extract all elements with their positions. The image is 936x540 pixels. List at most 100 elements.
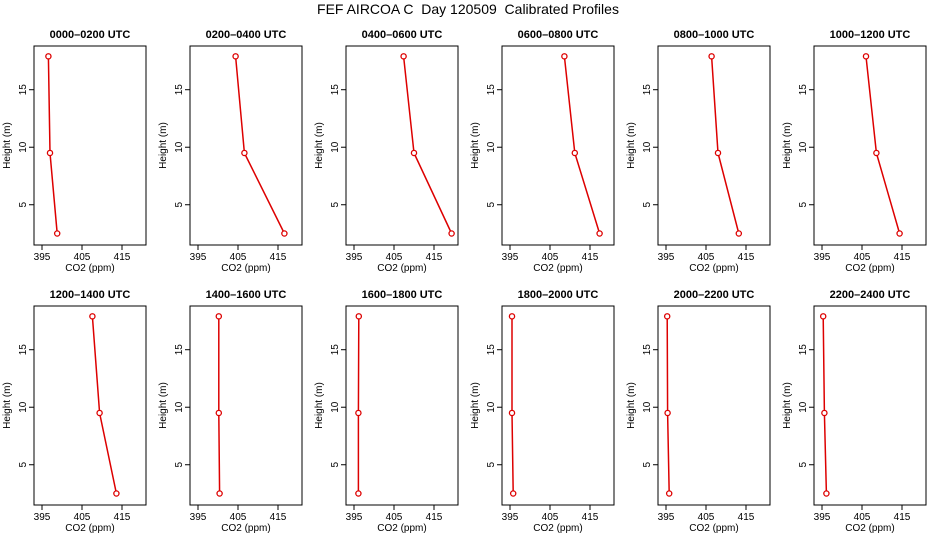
- y-axis-label: Height (m): [626, 382, 637, 429]
- x-tick-label: 405: [854, 252, 871, 263]
- profile-line: [218, 316, 221, 494]
- x-tick-label: 405: [386, 252, 403, 263]
- y-tick-label: 10: [642, 401, 653, 413]
- y-axis-label: Height (m): [626, 122, 637, 169]
- data-point: [714, 149, 722, 157]
- panel-title: 1400–1600 UTC: [206, 289, 287, 301]
- x-tick-label: 395: [658, 512, 675, 523]
- y-tick-label: 10: [798, 141, 809, 153]
- data-point: [355, 409, 362, 417]
- y-tick-label: 5: [798, 462, 809, 468]
- data-point: [89, 313, 96, 320]
- data-point: [113, 490, 120, 497]
- plot-frame: [657, 45, 771, 246]
- x-tick-label: 405: [74, 512, 91, 523]
- plot-frame: [501, 305, 615, 506]
- y-tick-label: 10: [798, 401, 809, 413]
- y-axis-label: Height (m): [158, 122, 169, 169]
- x-axis-label: CO2 (ppm): [65, 523, 114, 534]
- x-axis-label: CO2 (ppm): [221, 523, 270, 534]
- profile-line: [865, 56, 901, 234]
- data-point: [571, 149, 579, 157]
- x-tick-label: 415: [738, 252, 755, 263]
- x-tick-label: 405: [542, 512, 559, 523]
- plot-frame: [33, 305, 147, 506]
- panel-title: 1600–1800 UTC: [362, 289, 443, 301]
- data-point: [665, 490, 673, 497]
- data-point: [215, 313, 223, 320]
- x-tick-label: 415: [582, 512, 599, 523]
- panel-title: 0200–0400 UTC: [206, 29, 287, 41]
- data-point: [410, 149, 418, 157]
- y-axis-label: Height (m): [2, 122, 13, 169]
- data-point: [708, 53, 715, 60]
- data-point: [896, 230, 903, 237]
- y-tick-label: 15: [486, 84, 497, 96]
- data-point: [663, 313, 671, 320]
- y-tick-label: 15: [18, 84, 29, 96]
- y-tick-label: 5: [486, 462, 497, 468]
- y-tick-label: 10: [330, 141, 341, 153]
- data-point: [508, 409, 516, 417]
- x-tick-label: 395: [34, 512, 51, 523]
- profile-line: [666, 316, 670, 494]
- data-point: [215, 409, 223, 417]
- data-point: [819, 313, 827, 320]
- panel-title: 2000–2200 UTC: [674, 289, 755, 301]
- x-tick-label: 415: [114, 512, 131, 523]
- x-tick-label: 415: [738, 512, 755, 523]
- y-tick-label: 5: [174, 462, 185, 468]
- x-axis-label: CO2 (ppm): [689, 263, 738, 274]
- data-point: [873, 149, 880, 157]
- y-tick-label: 5: [798, 202, 809, 208]
- x-axis-label: CO2 (ppm): [533, 263, 582, 274]
- plot-frame: [501, 45, 615, 246]
- y-tick-label: 15: [18, 344, 29, 356]
- profile-line: [822, 316, 828, 494]
- x-tick-label: 405: [698, 512, 715, 523]
- data-point: [862, 53, 870, 60]
- x-tick-label: 395: [190, 252, 207, 263]
- y-tick-label: 5: [642, 202, 653, 208]
- x-tick-label: 415: [426, 512, 443, 523]
- data-point: [508, 313, 516, 320]
- y-tick-label: 10: [486, 401, 497, 413]
- data-point: [448, 230, 455, 237]
- data-point: [821, 409, 828, 417]
- x-tick-label: 395: [814, 252, 831, 263]
- panel-title: 0800–1000 UTC: [674, 29, 755, 41]
- y-tick-label: 15: [642, 344, 653, 356]
- data-point: [400, 53, 407, 60]
- y-tick-label: 5: [642, 462, 653, 468]
- plot-frame: [813, 305, 927, 506]
- x-tick-label: 395: [502, 252, 519, 263]
- y-tick-label: 15: [798, 84, 809, 96]
- y-tick-label: 15: [330, 84, 341, 96]
- x-tick-label: 405: [230, 512, 247, 523]
- data-point: [241, 149, 248, 157]
- y-tick-label: 5: [330, 462, 341, 468]
- panel-title: 0000–0200 UTC: [50, 29, 131, 41]
- x-tick-label: 395: [190, 512, 207, 523]
- y-axis-label: Height (m): [782, 122, 793, 169]
- y-tick-label: 5: [330, 202, 341, 208]
- y-tick-label: 15: [642, 84, 653, 96]
- data-point: [216, 490, 223, 497]
- x-tick-label: 405: [854, 512, 871, 523]
- panel-title: 1200–1400 UTC: [50, 289, 131, 301]
- data-point: [596, 230, 603, 237]
- x-tick-label: 415: [426, 252, 443, 263]
- y-tick-label: 5: [174, 202, 185, 208]
- figure-title: FEF AIRCOA C Day 120509 Calibrated Profi…: [317, 1, 619, 17]
- profile-line: [47, 56, 58, 234]
- panel-title: 2200–2400 UTC: [830, 289, 911, 301]
- x-tick-label: 395: [346, 512, 363, 523]
